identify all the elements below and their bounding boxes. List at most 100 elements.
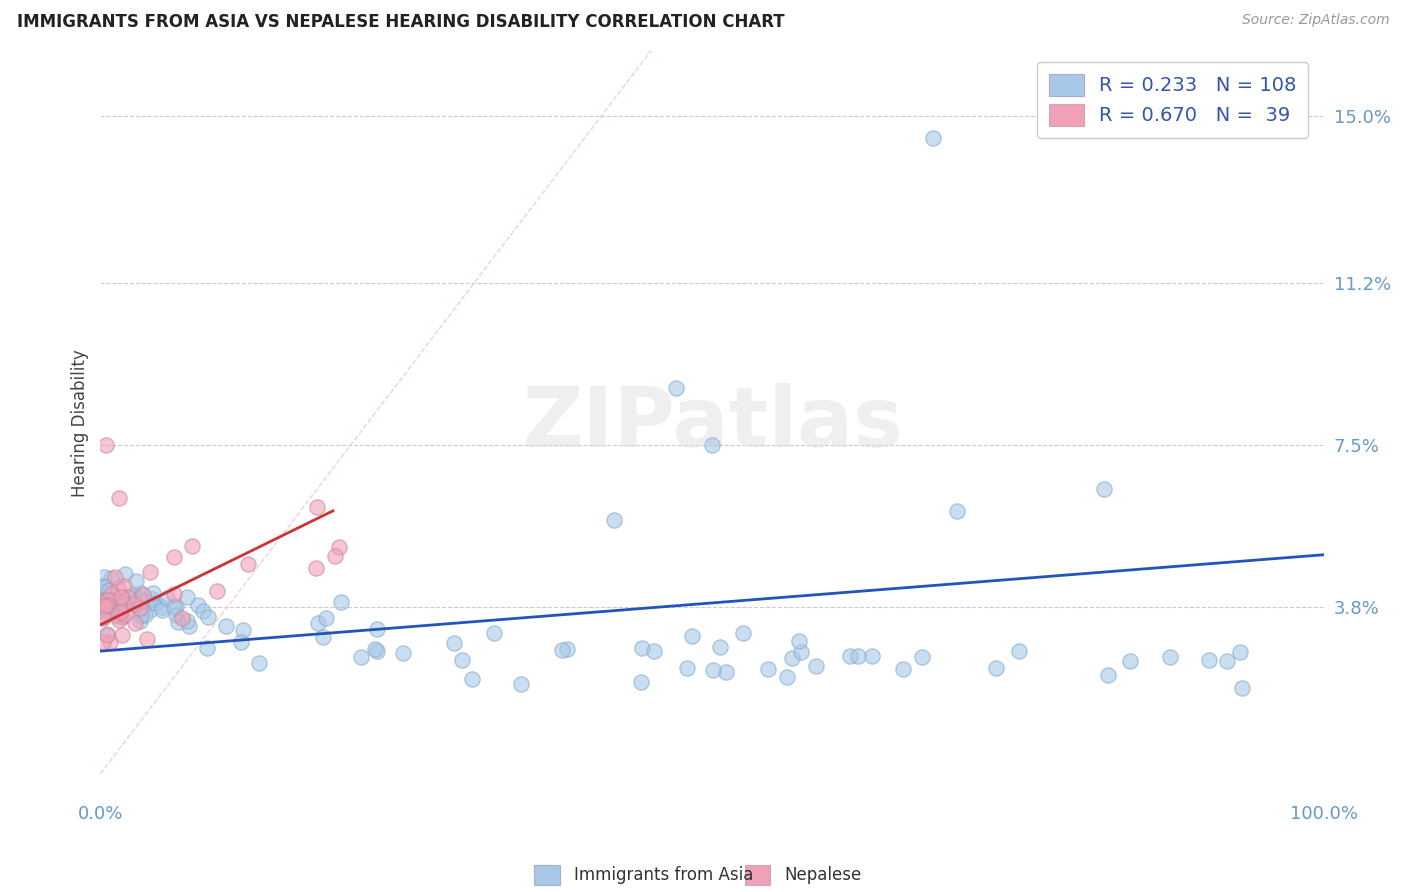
- Point: [179, 618, 201, 632]
- Point: [702, 438, 724, 452]
- Point: [509, 677, 531, 691]
- Point: [93, 580, 115, 594]
- Point: [1119, 654, 1142, 668]
- Point: [172, 611, 194, 625]
- Point: [100, 570, 122, 584]
- Legend: R = 0.233   N = 108, R = 0.670   N =  39: R = 0.233 N = 108, R = 0.670 N = 39: [1038, 62, 1309, 138]
- Point: [125, 574, 148, 589]
- Point: [1229, 645, 1251, 659]
- Point: [232, 623, 254, 637]
- Point: [141, 591, 163, 606]
- Point: [676, 660, 699, 674]
- Point: [238, 557, 260, 571]
- Point: [986, 661, 1008, 675]
- Text: ZIPatlas: ZIPatlas: [522, 383, 903, 464]
- Point: [142, 586, 165, 600]
- Point: [114, 596, 136, 610]
- Point: [117, 590, 139, 604]
- Point: [664, 381, 686, 395]
- Point: [197, 640, 219, 655]
- Point: [366, 622, 388, 636]
- Point: [392, 646, 415, 660]
- Point: [107, 596, 129, 610]
- Point: [107, 581, 129, 595]
- Point: [152, 603, 174, 617]
- Point: [91, 635, 114, 649]
- Point: [97, 583, 120, 598]
- Text: IMMIGRANTS FROM ASIA VS NEPALESE HEARING DISABILITY CORRELATION CHART: IMMIGRANTS FROM ASIA VS NEPALESE HEARING…: [17, 13, 785, 31]
- Point: [631, 641, 654, 656]
- Point: [93, 589, 115, 603]
- Point: [98, 635, 121, 649]
- Point: [112, 596, 135, 610]
- Point: [100, 587, 122, 601]
- Point: [122, 597, 145, 611]
- Point: [846, 649, 869, 664]
- Point: [780, 650, 803, 665]
- Point: [176, 614, 198, 628]
- Point: [247, 656, 270, 670]
- Point: [315, 611, 337, 625]
- Point: [100, 593, 122, 607]
- Point: [443, 636, 465, 650]
- Point: [91, 603, 114, 617]
- Point: [105, 594, 128, 608]
- Point: [790, 645, 813, 659]
- Point: [551, 643, 574, 657]
- Point: [139, 565, 162, 579]
- Point: [97, 605, 120, 619]
- Point: [142, 596, 165, 610]
- Point: [307, 500, 329, 514]
- Point: [93, 599, 115, 614]
- Point: [91, 611, 114, 625]
- Point: [187, 598, 209, 612]
- Point: [630, 674, 652, 689]
- Point: [603, 513, 626, 527]
- Point: [1216, 655, 1239, 669]
- Point: [165, 607, 187, 622]
- Point: [1097, 668, 1119, 682]
- Point: [555, 642, 578, 657]
- Point: [323, 549, 346, 563]
- Point: [167, 615, 190, 629]
- Point: [128, 615, 150, 629]
- Point: [97, 592, 120, 607]
- Point: [215, 619, 238, 633]
- Point: [97, 598, 120, 612]
- Point: [93, 597, 115, 611]
- Point: [91, 609, 114, 624]
- Point: [1008, 644, 1031, 658]
- Point: [108, 605, 131, 619]
- Point: [191, 604, 214, 618]
- Point: [129, 608, 152, 623]
- Point: [163, 599, 186, 614]
- Point: [921, 131, 943, 145]
- Point: [107, 609, 129, 624]
- Point: [156, 591, 179, 605]
- Text: Source: ZipAtlas.com: Source: ZipAtlas.com: [1241, 13, 1389, 28]
- Point: [163, 550, 186, 565]
- Point: [134, 607, 156, 622]
- Point: [114, 566, 136, 581]
- Point: [127, 599, 149, 613]
- Point: [205, 584, 228, 599]
- Text: Nepalese: Nepalese: [785, 866, 862, 884]
- Point: [110, 610, 132, 624]
- Point: [946, 504, 969, 518]
- Point: [197, 610, 219, 624]
- Point: [111, 627, 134, 641]
- Point: [105, 607, 128, 621]
- Point: [910, 650, 932, 665]
- Point: [114, 607, 136, 621]
- Point: [115, 594, 138, 608]
- Point: [112, 579, 135, 593]
- Point: [135, 632, 157, 646]
- Point: [305, 561, 328, 575]
- Point: [97, 592, 120, 607]
- Point: [128, 591, 150, 606]
- Point: [91, 579, 114, 593]
- Point: [132, 588, 155, 602]
- Point: [482, 625, 505, 640]
- Point: [96, 438, 118, 452]
- Point: [312, 630, 335, 644]
